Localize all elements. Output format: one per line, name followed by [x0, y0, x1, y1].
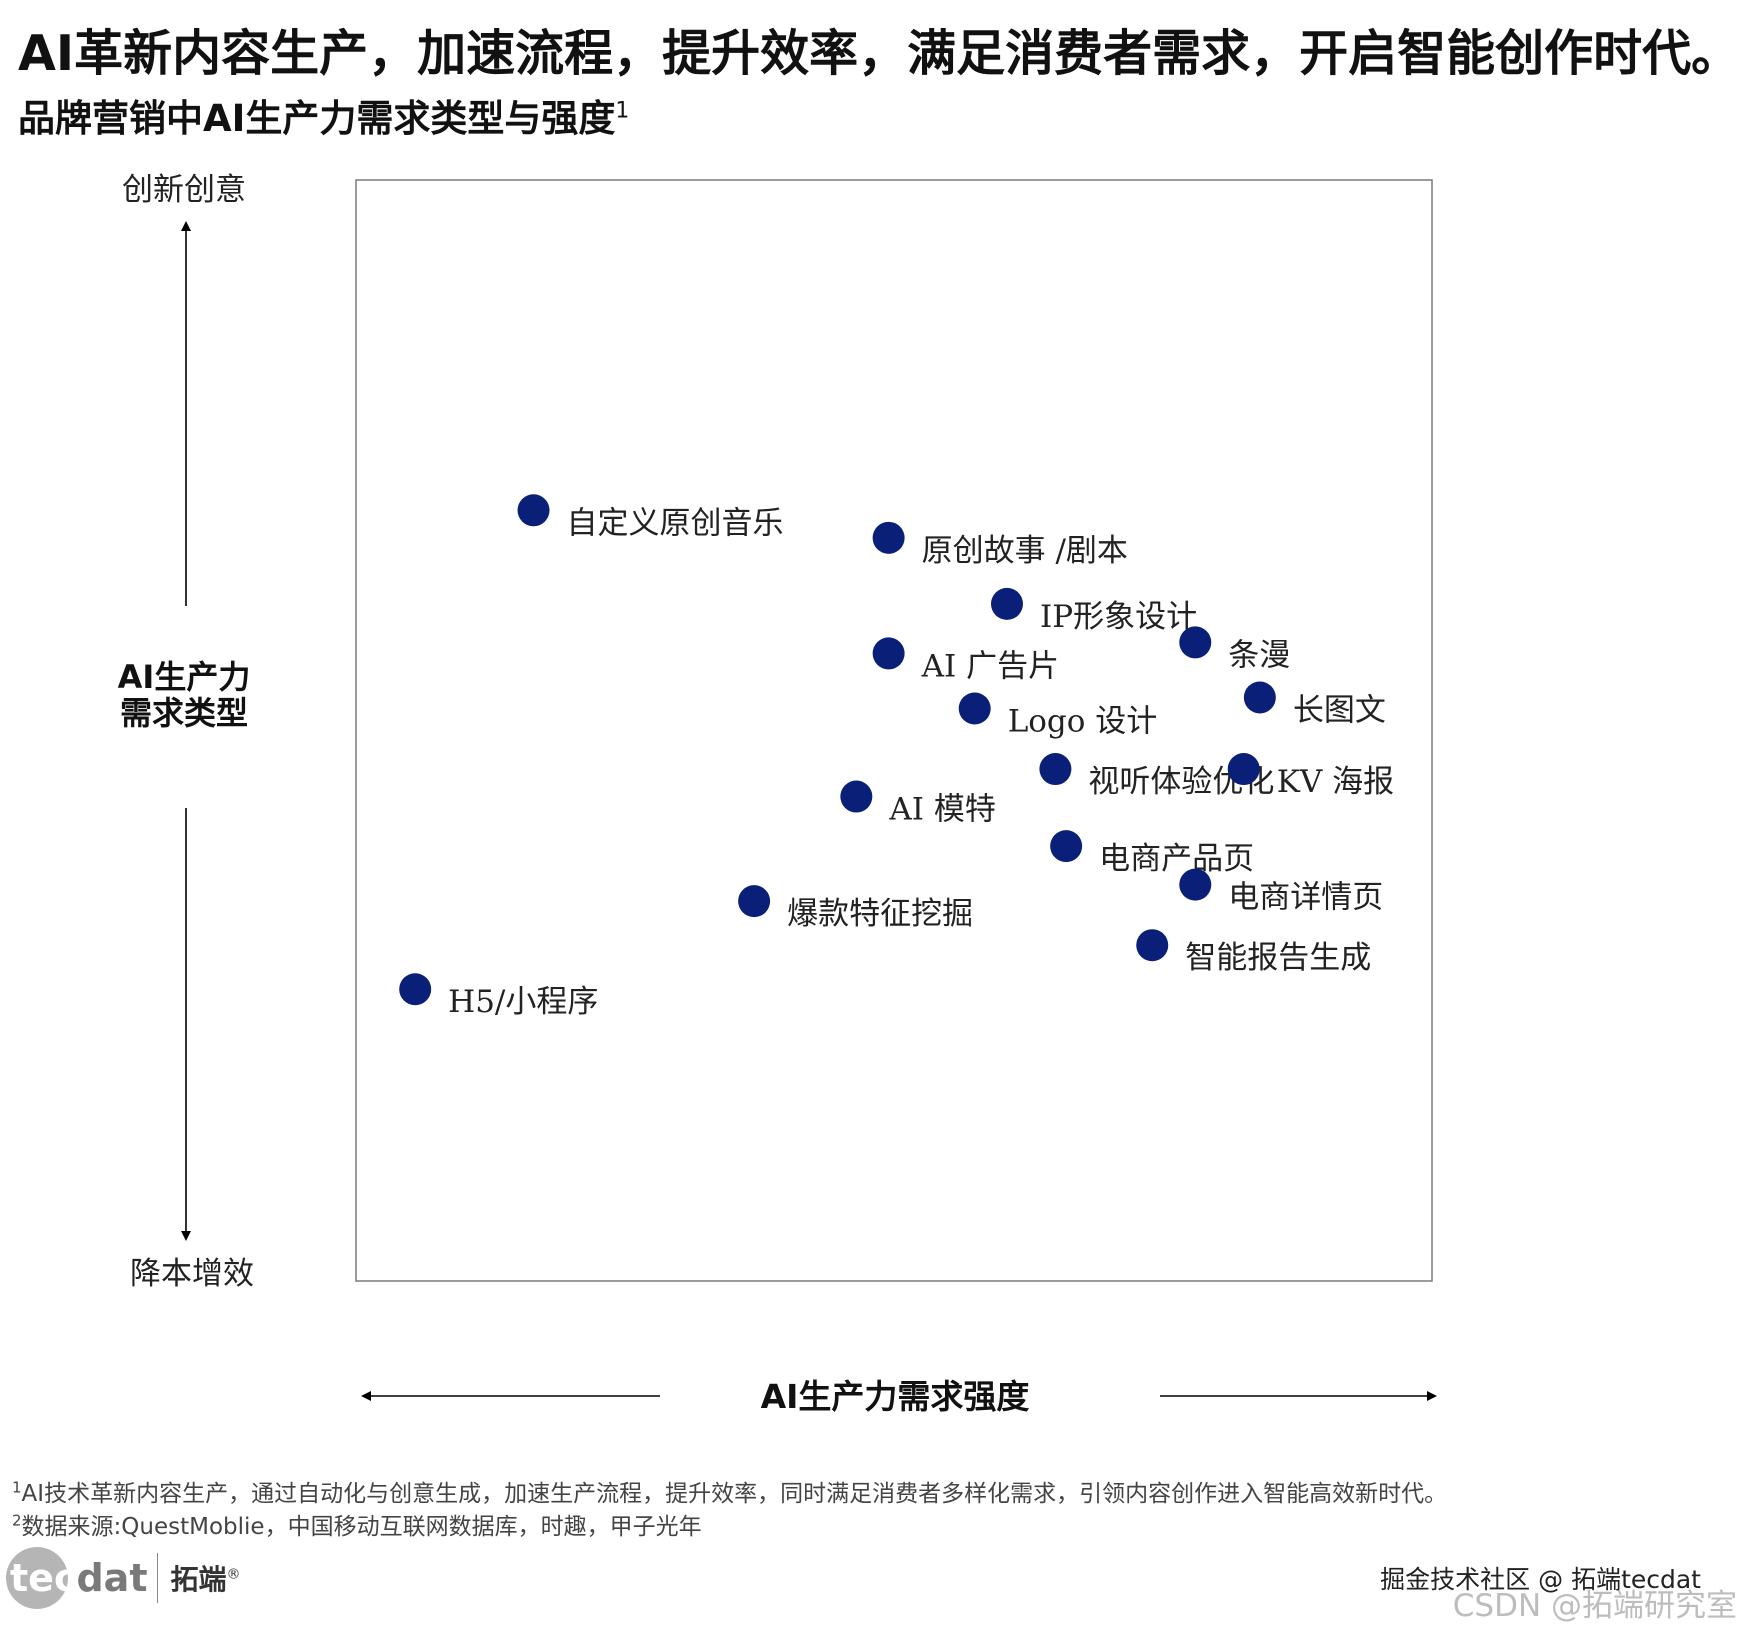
logo-circle-icon [6, 1547, 68, 1609]
tecdat-logo: tecdat 拓端® [6, 1546, 241, 1610]
logo-word-part2: dat [76, 1556, 148, 1600]
footnote-2: 2数据来源:QuestMoblie，中国移动互联网数据库，时趣，甲子光年 [12, 1507, 702, 1541]
footnote-1-marker: 1 [12, 1478, 22, 1497]
watermark-juejin: 掘金技术社区 @ 拓端tecdat [1380, 1565, 1701, 1594]
data-point-4 [1179, 626, 1212, 659]
footnote-1-text: AI技术革新内容生产，通过自动化与创意生成，加速生产流程，提升效率，同时满足消费… [21, 1481, 1448, 1507]
chart-subtitle-text: 品牌营销中AI生产力需求类型与强度 [18, 97, 616, 140]
data-label-7: Logo 设计 [1008, 703, 1158, 739]
data-point-15 [399, 973, 432, 1006]
y-axis-title: AI生产力需求类型 [118, 658, 251, 732]
plot-frame [355, 179, 1433, 1282]
headline: AI革新内容生产，加速流程，提升效率，满足消费者需求，开启智能创作时代。 [18, 25, 1741, 82]
logo-registered-mark: ® [226, 1566, 241, 1583]
data-label-10: AI 模特 [888, 792, 996, 828]
data-label-1: 自定义原创音乐 [567, 505, 784, 541]
logo-cn-text: 拓端 [170, 1563, 227, 1596]
data-label-6: 长图文 [1293, 692, 1386, 728]
data-label-3: IP形象设计 [1040, 599, 1197, 635]
logo-word-part1: tec [10, 1556, 77, 1600]
data-label-12: 电商详情页 [1228, 880, 1383, 916]
footnote-2-text: 数据来源:QuestMoblie，中国移动互联网数据库，时趣，甲子光年 [21, 1514, 702, 1540]
logo-chinese-name: 拓端® [170, 1558, 240, 1598]
chart-subtitle: 品牌营销中AI生产力需求类型与强度1 [18, 88, 629, 142]
y-axis-title-line-1: AI生产力 [118, 658, 251, 696]
data-label-13: 爆款特征挖掘 [787, 896, 973, 932]
data-point-14 [1136, 929, 1169, 962]
data-label-15: H5/小程序 [448, 984, 598, 1020]
data-point-6 [1243, 681, 1276, 714]
data-label-2: 原创故事 /剧本 [922, 533, 1128, 569]
data-point-7 [958, 692, 991, 725]
logo-wordmark: tecdat [6, 1556, 147, 1600]
y-axis-title-line-2: 需求类型 [120, 694, 248, 732]
data-point-8 [1039, 753, 1072, 786]
data-point-2 [872, 521, 905, 554]
y-axis-bottom-label: 降本增效 [130, 1256, 254, 1292]
data-point-1 [517, 494, 550, 527]
data-point-5 [872, 637, 905, 670]
data-point-13 [738, 885, 771, 918]
logo-divider [157, 1553, 159, 1603]
subtitle-footnote-marker: 1 [615, 98, 630, 124]
data-point-3 [990, 587, 1023, 620]
data-point-10 [840, 780, 873, 813]
scatter-chart: 创新创意 降本增效 AI生产力需求类型 AI生产力需求强度 自定义原创音乐原创故… [118, 172, 1437, 1416]
data-label-14: 智能报告生成 [1185, 940, 1371, 976]
watermark-csdn: CSDN @拓端研究室 [1452, 1588, 1737, 1624]
data-label-11: 电商产品页 [1099, 841, 1254, 877]
data-label-5: AI 广告片 [921, 648, 1060, 684]
data-point-9 [1227, 753, 1260, 786]
data-label-9: KV 海报 [1277, 764, 1394, 800]
y-axis-top-label: 创新创意 [122, 172, 246, 208]
footnote-2-marker: 2 [12, 1511, 22, 1530]
footnote-1: 1AI技术革新内容生产，通过自动化与创意生成，加速生产流程，提升效率，同时满足消… [12, 1474, 1447, 1508]
x-axis-title: AI生产力需求强度 [761, 1377, 1030, 1416]
data-label-4: 条漫 [1228, 637, 1290, 673]
data-point-11 [1050, 830, 1083, 863]
data-point-12 [1179, 868, 1212, 901]
